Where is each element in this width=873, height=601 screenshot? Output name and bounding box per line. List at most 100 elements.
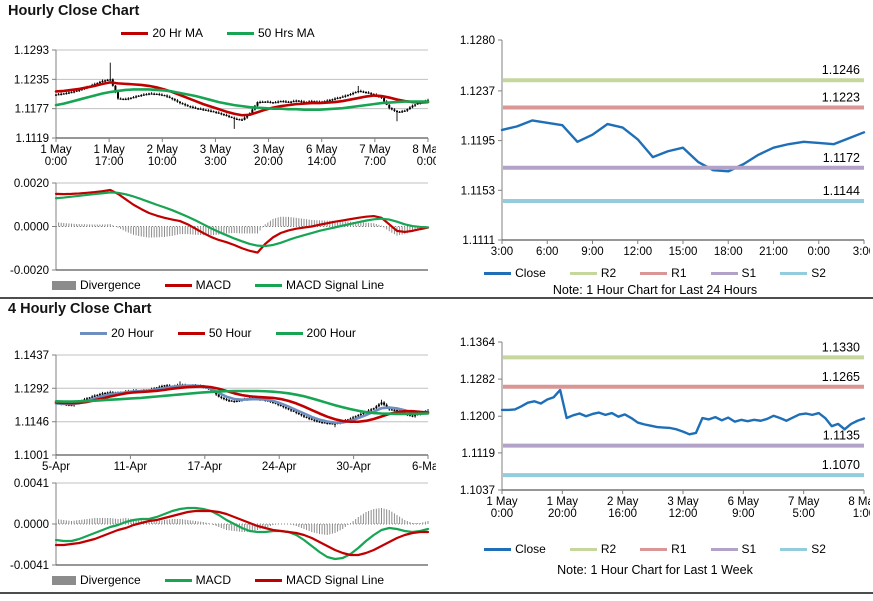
svg-text:0.0000: 0.0000: [14, 222, 49, 234]
legend-label: 200 Hour: [306, 326, 356, 340]
legend-item: R1: [640, 266, 687, 280]
legend-label: Divergence: [79, 278, 141, 292]
legend-label: 50 Hour: [208, 326, 252, 340]
svg-text:1.1246: 1.1246: [822, 63, 860, 77]
svg-text:6:00: 6:00: [536, 246, 558, 258]
svg-text:3:00: 3:00: [853, 246, 870, 258]
fourhourly-macd-legend: Divergence MACD MACD Signal Line: [0, 572, 436, 588]
legend-label: Close: [515, 542, 546, 556]
legend-label: R1: [671, 266, 687, 280]
legend-label: S2: [811, 266, 826, 280]
legend-label: 20 Hour: [111, 326, 154, 340]
svg-text:21:00: 21:00: [759, 246, 788, 258]
legend-label: Divergence: [79, 573, 141, 587]
legend-bar-swatch: [51, 280, 76, 290]
legend-item: 50 Hrs MA: [227, 26, 315, 40]
svg-text:1.1200: 1.1200: [460, 411, 495, 423]
legend-item: Close: [484, 542, 546, 556]
svg-text:11-Apr: 11-Apr: [114, 461, 148, 473]
svg-text:1.1135: 1.1135: [823, 429, 860, 443]
legend-line-swatch: [484, 547, 512, 551]
legend-item: Close: [484, 266, 546, 280]
weekly-pivot-legend: Close R2 R1 S1 S2: [437, 541, 873, 557]
svg-text:1.1111: 1.1111: [462, 235, 495, 247]
svg-text:1.1195: 1.1195: [461, 136, 495, 148]
legend-label: MACD Signal Line: [286, 278, 385, 292]
svg-text:-0.0041: -0.0041: [10, 560, 49, 571]
legend-line-swatch: [780, 547, 808, 551]
legend-line-swatch: [710, 547, 738, 551]
svg-text:1.1146: 1.1146: [15, 417, 49, 429]
legend-item: 200 Hour: [275, 326, 356, 340]
legend-item: S1: [710, 266, 757, 280]
legend-bar-swatch: [51, 575, 76, 585]
legend-item: MACD Signal Line: [255, 573, 384, 587]
daily-pivot-legend: Close R2 R1 S1 S2: [437, 265, 873, 281]
legend-label: S1: [741, 266, 757, 280]
legend-item: Divergence: [51, 278, 141, 292]
legend-line-swatch: [569, 547, 597, 551]
weekly-pivot-note: Note: 1 Hour Chart for Last 1 Week: [557, 563, 753, 577]
legend-item: S2: [780, 542, 826, 556]
legend-label: MACD: [195, 278, 231, 292]
legend-item: 20 Hr MA: [121, 26, 203, 40]
svg-text:1.1282: 1.1282: [460, 374, 495, 386]
svg-text:24-Apr: 24-Apr: [262, 461, 297, 473]
legend-label: S1: [741, 542, 757, 556]
legend-line-swatch: [80, 331, 108, 335]
svg-text:1.1144: 1.1144: [823, 184, 860, 198]
legend-item: MACD: [164, 573, 231, 587]
legend-item: 50 Hour: [177, 326, 252, 340]
section-title-hourly: Hourly Close Chart: [8, 3, 140, 19]
svg-text:0.0020: 0.0020: [14, 178, 49, 190]
svg-text:12:00: 12:00: [623, 246, 652, 258]
svg-text:1.1265: 1.1265: [822, 370, 860, 384]
svg-text:1.1070: 1.1070: [822, 458, 860, 472]
legend-line-swatch: [177, 331, 205, 335]
svg-text:1.1437: 1.1437: [14, 350, 49, 362]
legend-label: MACD: [195, 573, 231, 587]
legend-item: MACD: [164, 278, 231, 292]
svg-text:1.1172: 1.1172: [823, 151, 860, 165]
svg-text:1.1119: 1.1119: [16, 133, 49, 145]
daily-pivot-note: Note: 1 Hour Chart for Last 24 Hours: [552, 283, 758, 297]
legend-label: 20 Hr MA: [152, 26, 203, 40]
svg-text:1.1235: 1.1235: [14, 74, 49, 86]
legend-item: S2: [780, 266, 826, 280]
legend-line-swatch: [569, 271, 597, 275]
svg-text:18:00: 18:00: [714, 246, 743, 258]
legend-line-swatch: [780, 271, 808, 275]
svg-text:0.0000: 0.0000: [14, 519, 49, 531]
legend-label: R2: [600, 542, 617, 556]
svg-text:0.0041: 0.0041: [14, 478, 49, 490]
fourhourly-close-legend: 20 Hour 50 Hour 200 Hour: [0, 325, 436, 341]
legend-line-swatch: [484, 271, 512, 275]
legend-item: R2: [569, 266, 616, 280]
svg-text:1.1364: 1.1364: [460, 337, 496, 349]
svg-text:0:00: 0:00: [808, 246, 830, 258]
legend-line-swatch: [164, 283, 192, 287]
svg-text:-0.0020: -0.0020: [10, 265, 49, 274]
legend-line-swatch: [255, 283, 282, 287]
legend-line-swatch: [640, 271, 668, 275]
section-title-4hourly: 4 Hourly Close Chart: [8, 301, 152, 317]
svg-text:3:00: 3:00: [491, 246, 513, 258]
svg-text:1.1292: 1.1292: [14, 383, 49, 395]
svg-text:1.1153: 1.1153: [461, 185, 495, 197]
legend-label: MACD Signal Line: [286, 573, 385, 587]
